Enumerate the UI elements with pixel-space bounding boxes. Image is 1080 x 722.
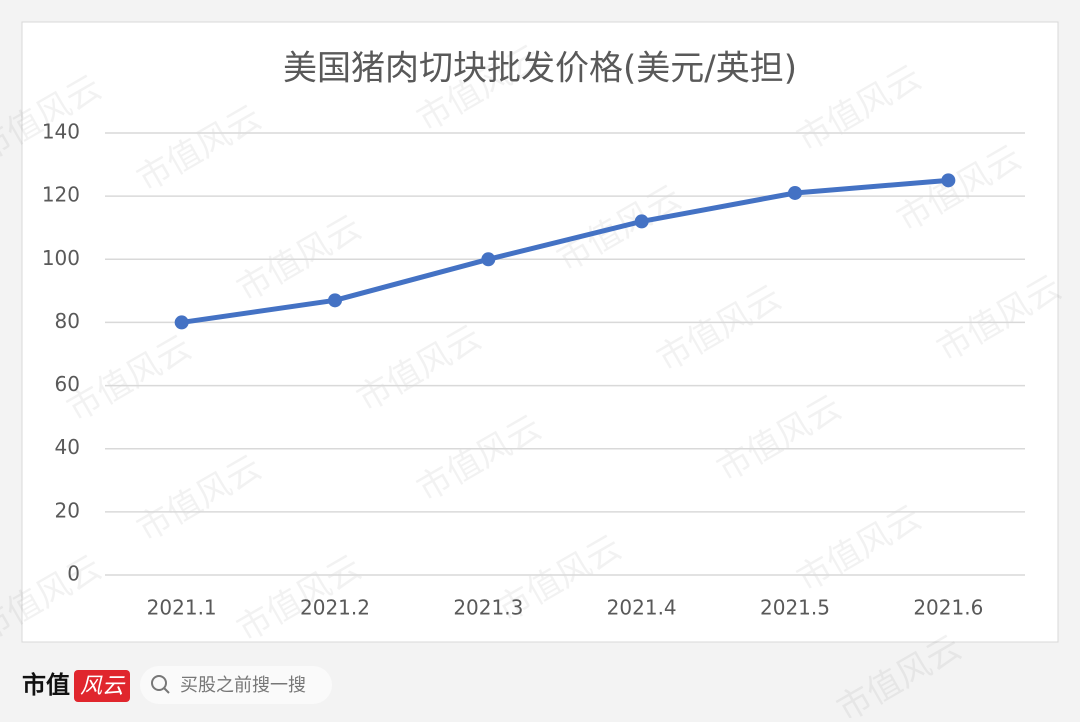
y-tick-label: 80 bbox=[55, 309, 80, 333]
x-tick-label: 2021.3 bbox=[453, 596, 523, 620]
y-tick-label: 0 bbox=[67, 562, 80, 586]
x-tick-label: 2021.6 bbox=[913, 596, 983, 620]
line bbox=[181, 177, 949, 325]
x-tick-label: 2021.1 bbox=[147, 596, 217, 620]
search-icon bbox=[151, 675, 167, 691]
brand-logo-box bbox=[74, 670, 130, 702]
point bbox=[634, 214, 649, 229]
point bbox=[941, 173, 956, 188]
search-icon bbox=[163, 687, 170, 694]
x-tick-label: 2021.4 bbox=[607, 596, 677, 620]
y-tick-label: 60 bbox=[55, 372, 80, 396]
point bbox=[328, 293, 342, 308]
brand: 市值 bbox=[22, 671, 70, 699]
point bbox=[481, 252, 496, 267]
search-text[interactable]: 买股之前搜一搜 bbox=[180, 675, 306, 696]
y-tick-label: 120 bbox=[42, 183, 80, 207]
y-tick-label: 140 bbox=[42, 120, 80, 144]
x-tick-label: 2021.2 bbox=[300, 596, 370, 620]
y-tick-label: 20 bbox=[55, 498, 80, 522]
brand-logo[interactable]: 风云 bbox=[80, 674, 126, 699]
point bbox=[174, 315, 189, 330]
x-tick-label: 2021.5 bbox=[760, 596, 830, 620]
y-tick-label: 40 bbox=[55, 435, 80, 459]
point bbox=[788, 185, 802, 200]
chart-card bbox=[21, 21, 1059, 643]
y-tick-label: 100 bbox=[42, 246, 80, 270]
search-box[interactable] bbox=[140, 666, 332, 704]
chart-title: 美国猪肉切块批发价格(美元/英担) bbox=[283, 49, 797, 89]
